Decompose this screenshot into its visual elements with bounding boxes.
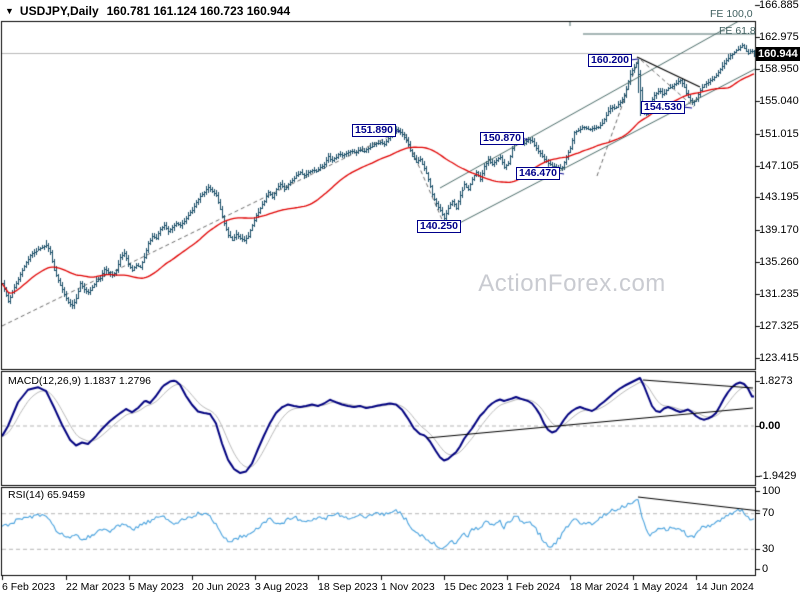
macd-axis-label: 0.00 <box>759 420 781 432</box>
price-callout-box: 150.870 <box>480 132 524 145</box>
price-callout-box: 140.250 <box>417 220 461 233</box>
date-axis-label: 1 May 2024 <box>633 581 688 593</box>
dropdown-arrow-icon: ▼ <box>5 6 14 16</box>
macd-axis-label: -1.9429 <box>759 470 797 482</box>
date-axis-label: 6 Feb 2023 <box>2 581 56 593</box>
date-axis-label: 15 Dec 2023 <box>444 581 504 593</box>
fib-extension-label: FE 100,0 <box>710 8 753 20</box>
price-axis-label: 151.015 <box>759 128 799 140</box>
date-axis-label: 1 Feb 2024 <box>507 581 561 593</box>
date-axis-label: 5 May 2023 <box>129 581 184 593</box>
rsi-axis-label: 0 <box>762 563 769 575</box>
rsi-axis-label: 100 <box>762 485 781 497</box>
date-axis-label: 18 Sep 2023 <box>318 581 378 593</box>
price-axis-label: 143.195 <box>759 191 799 203</box>
date-axis-label: 3 Aug 2023 <box>255 581 309 593</box>
macd-axis-label: 1.8273 <box>759 375 793 387</box>
title-bar: ▼ USDJPY,Daily 160.781 161.124 160.723 160… <box>5 4 290 18</box>
date-axis-label: 14 Jun 2024 <box>696 581 754 593</box>
symbol-period-label: USDJPY,Daily <box>19 4 99 18</box>
date-axis-label: 18 Mar 2024 <box>570 581 629 593</box>
rsi-indicator-label: RSI(14) 65.9459 <box>8 489 86 501</box>
price-axis-label: 131.235 <box>759 288 799 300</box>
rsi-axis-label: 30 <box>762 543 775 555</box>
price-axis-label: 166.885 <box>759 0 799 11</box>
price-axis-label: 147.105 <box>759 160 799 172</box>
date-axis-label: 22 Mar 2023 <box>66 581 125 593</box>
macd-indicator-label: MACD(12,26,9) 1.1837 1.2796 <box>8 375 152 387</box>
price-axis-label: 123.415 <box>759 352 799 364</box>
current-price-badge: 160.944 <box>756 47 800 61</box>
price-callout-box: 160.200 <box>588 54 632 67</box>
rsi-axis-label: 70 <box>762 507 775 519</box>
price-axis-label: 162.975 <box>759 31 799 43</box>
price-axis-label: 158.950 <box>759 63 799 75</box>
price-callout-box: 154.530 <box>641 101 685 114</box>
fib-extension-label: FE 61.8 <box>719 25 756 37</box>
price-axis-label: 155.040 <box>759 95 799 107</box>
price-callout-box: 146.470 <box>516 167 560 180</box>
date-axis-label: 20 Jun 2023 <box>192 581 250 593</box>
price-callout-box: 151.890 <box>352 124 396 137</box>
price-axis-label: 127.325 <box>759 320 799 332</box>
price-axis-label: 139.170 <box>759 224 799 236</box>
ohlc-values-label: 160.781 161.124 160.723 160.944 <box>106 4 291 18</box>
date-axis-label: 1 Nov 2023 <box>381 581 435 593</box>
price-axis-label: 135.260 <box>759 256 799 268</box>
